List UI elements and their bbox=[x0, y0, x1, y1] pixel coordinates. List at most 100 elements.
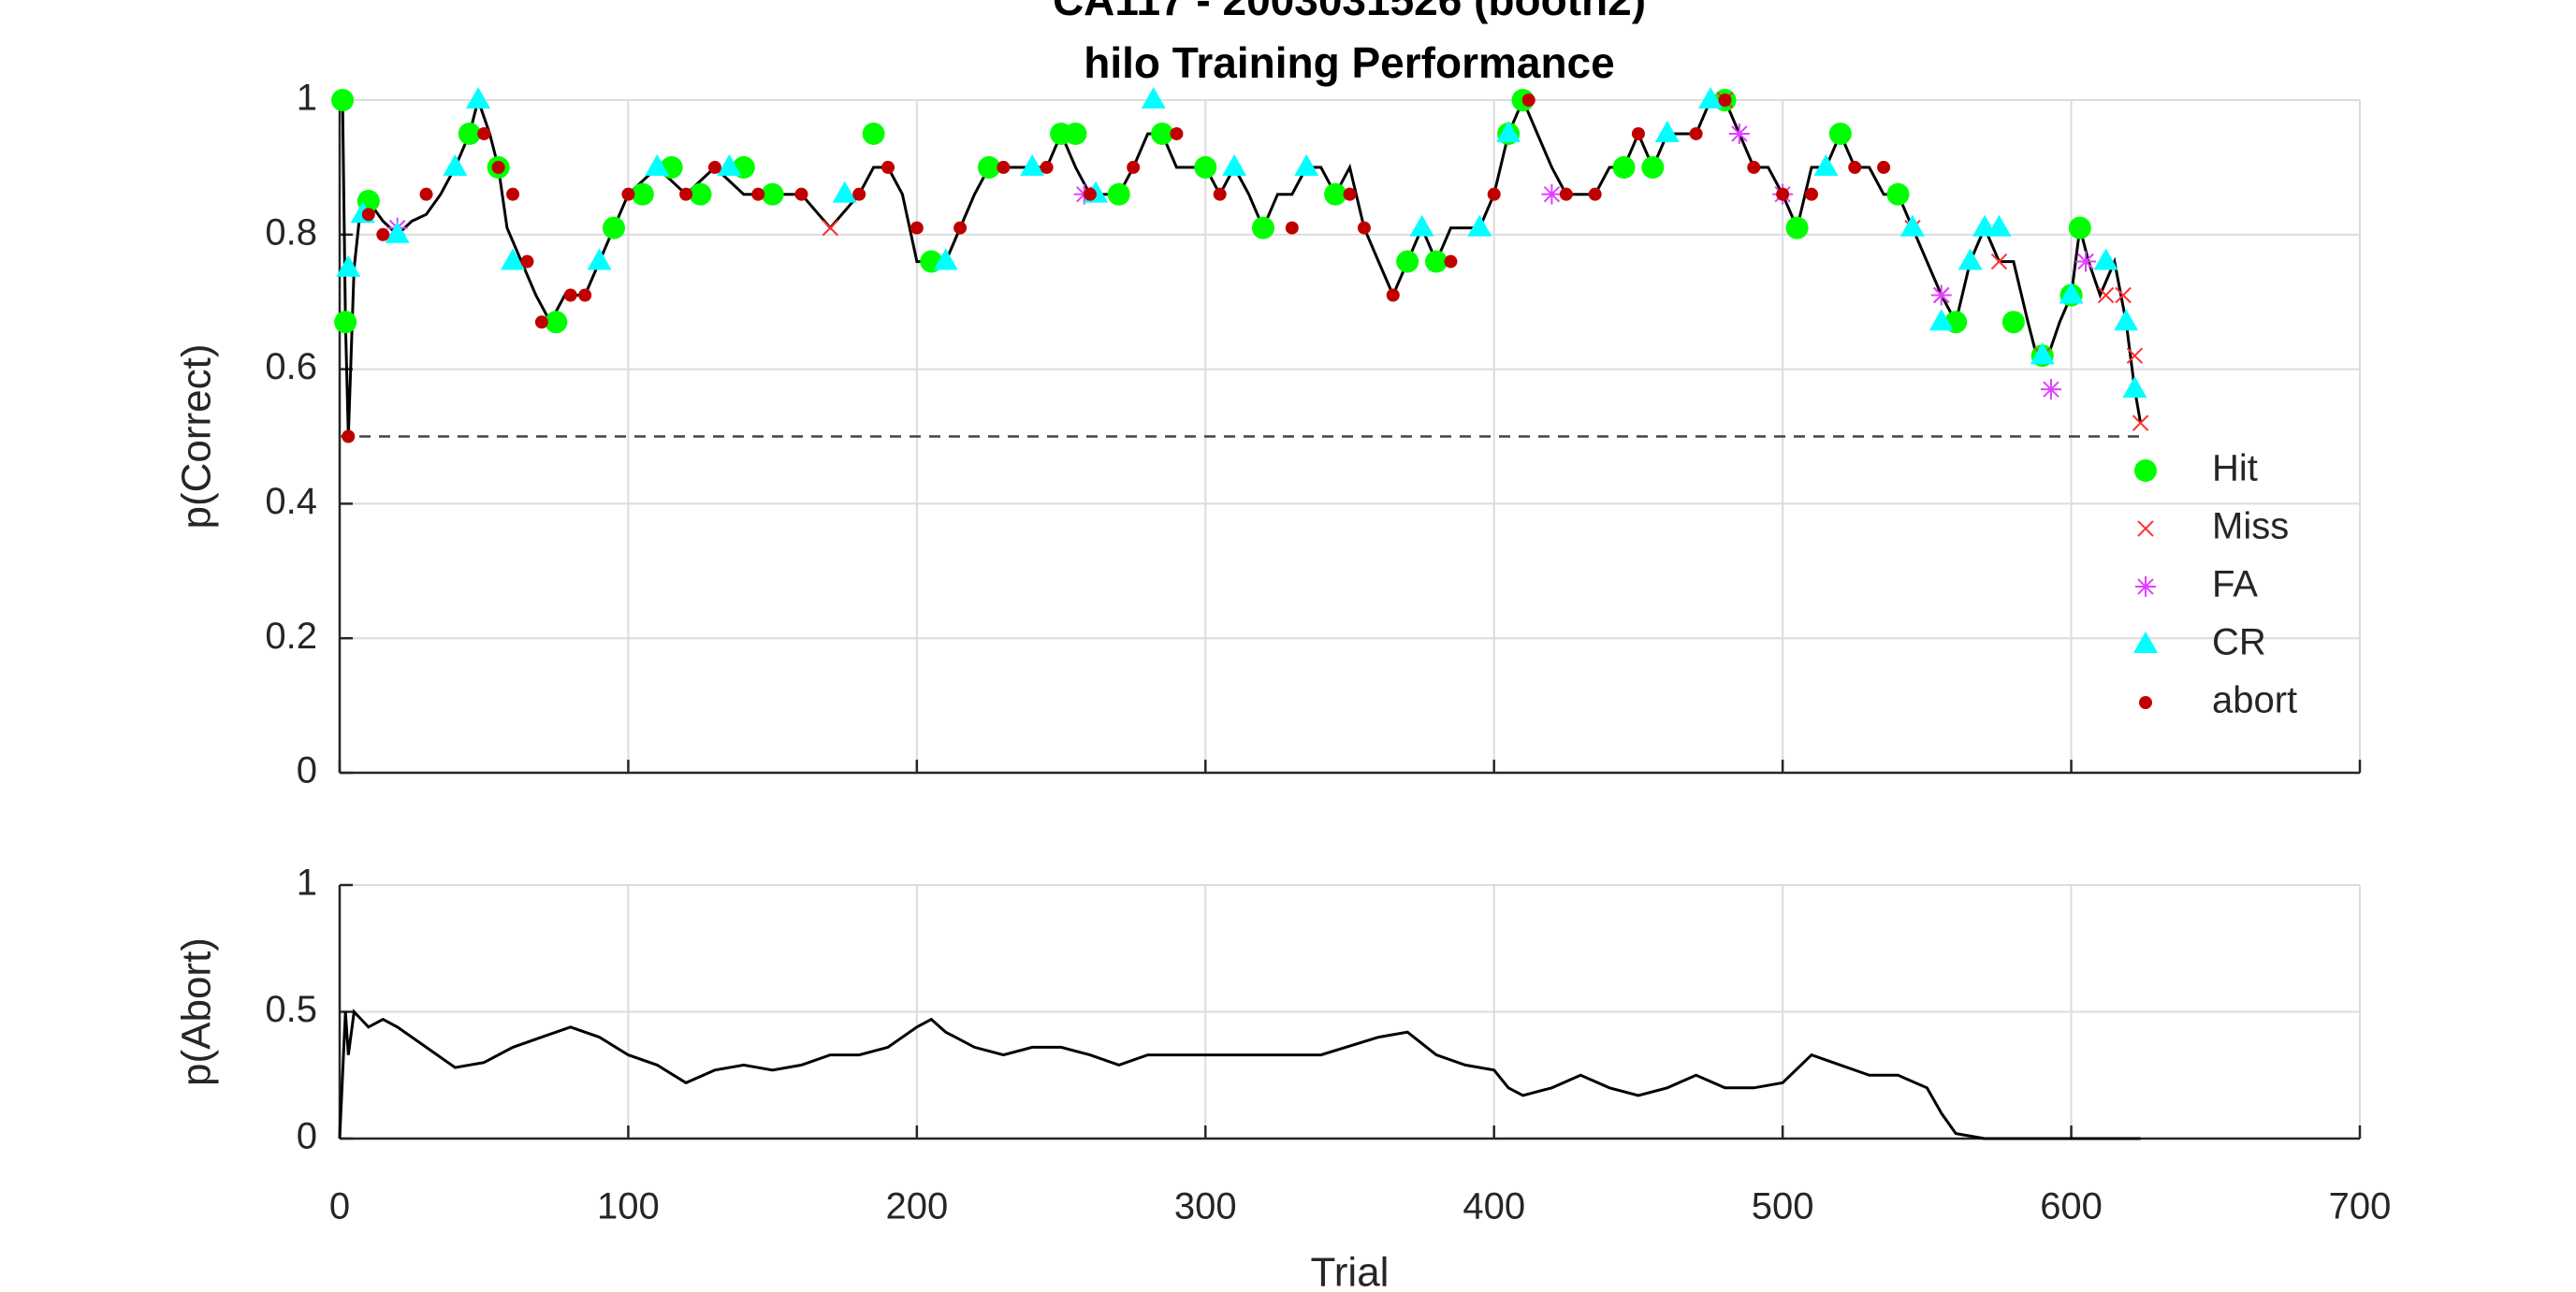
abort-marker bbox=[1631, 126, 1645, 140]
cr-marker bbox=[2059, 282, 2084, 304]
cr-marker bbox=[2093, 248, 2118, 270]
cr-marker bbox=[1222, 153, 1247, 176]
miss-marker bbox=[822, 219, 839, 237]
cr-marker bbox=[832, 181, 857, 203]
abort-marker bbox=[1083, 187, 1097, 201]
abort-marker bbox=[751, 187, 765, 201]
y-tick-label: 0 bbox=[297, 750, 317, 791]
abort-marker bbox=[1213, 187, 1227, 201]
cr-marker bbox=[1899, 214, 1925, 237]
abort-marker bbox=[1718, 94, 1732, 107]
hit-marker bbox=[1886, 182, 1910, 206]
abort-marker bbox=[2139, 696, 2152, 709]
abort-marker bbox=[578, 288, 592, 302]
y-axis-label: p(Correct) bbox=[174, 343, 220, 529]
abort-marker bbox=[910, 221, 924, 235]
cr-marker bbox=[466, 87, 491, 109]
chart-subtitle: hilo Training Performance bbox=[1084, 38, 1614, 87]
hit-marker bbox=[331, 89, 355, 111]
hit-marker bbox=[545, 311, 568, 334]
abort-line bbox=[338, 1009, 2141, 1140]
chart-title: CA117 - 2003031526 (booth2) bbox=[1053, 0, 1646, 24]
abort-marker bbox=[563, 288, 577, 302]
abort-marker bbox=[1877, 160, 1891, 174]
y-tick-label: 0.5 bbox=[265, 989, 317, 1030]
abort-marker bbox=[1588, 187, 1602, 201]
hit-marker bbox=[2134, 459, 2157, 482]
x-tick-label: 300 bbox=[1174, 1186, 1237, 1227]
legend-label: Hit bbox=[2212, 448, 2258, 489]
miss-marker bbox=[1990, 253, 2008, 270]
cr-marker bbox=[1654, 120, 1680, 142]
cr-marker bbox=[385, 221, 410, 243]
hit-marker bbox=[2068, 216, 2091, 240]
abort-marker bbox=[1521, 94, 1535, 107]
legend-label: Miss bbox=[2212, 506, 2289, 547]
cr-marker bbox=[336, 254, 361, 277]
cr-marker bbox=[1496, 120, 1521, 142]
hit-marker bbox=[1064, 122, 1087, 145]
cr-marker bbox=[1698, 87, 1724, 109]
x-tick-label: 200 bbox=[885, 1186, 948, 1227]
fa-marker bbox=[2040, 379, 2061, 400]
x-tick-label: 600 bbox=[2040, 1186, 2103, 1227]
miss-marker bbox=[2115, 286, 2132, 304]
abort-marker bbox=[534, 315, 548, 329]
hit-marker bbox=[977, 155, 1000, 179]
abort-marker bbox=[419, 187, 433, 201]
legend-label: CR bbox=[2212, 622, 2266, 663]
cr-marker bbox=[1928, 309, 1954, 331]
y-tick-label: 0.6 bbox=[265, 346, 317, 387]
fa-marker bbox=[1930, 284, 1952, 306]
abort-marker bbox=[1386, 288, 1400, 302]
miss-marker bbox=[2126, 347, 2144, 364]
y-tick-label: 1 bbox=[297, 863, 317, 904]
cr-marker bbox=[501, 248, 526, 270]
abort-marker bbox=[477, 126, 491, 140]
hit-marker bbox=[761, 182, 784, 206]
abort-marker bbox=[881, 160, 895, 174]
cr-marker bbox=[1957, 248, 1983, 270]
cr-marker bbox=[1020, 153, 1045, 176]
x-tick-label: 100 bbox=[597, 1186, 660, 1227]
abort-marker bbox=[953, 221, 968, 235]
cr-marker bbox=[1987, 214, 2012, 237]
cr-marker bbox=[1409, 214, 1434, 237]
hit-marker bbox=[334, 311, 357, 334]
abort-marker bbox=[1170, 126, 1184, 140]
hit-marker bbox=[1785, 216, 1809, 240]
cr-marker bbox=[717, 153, 742, 176]
abort-marker bbox=[1487, 187, 1501, 201]
y-axis-label: p(Abort) bbox=[174, 937, 220, 1086]
abort-marker bbox=[1804, 187, 1818, 201]
abort-marker bbox=[1343, 187, 1357, 201]
cr-marker bbox=[1467, 214, 1492, 237]
abort-marker bbox=[506, 187, 520, 201]
cr-marker bbox=[587, 248, 612, 270]
hit-marker bbox=[2001, 311, 2025, 334]
x-tick-label: 0 bbox=[329, 1186, 350, 1227]
abort-marker bbox=[1776, 187, 1790, 201]
abort-marker bbox=[621, 187, 635, 201]
hit-marker bbox=[1425, 250, 1448, 273]
hit-marker bbox=[603, 216, 626, 240]
fa-marker bbox=[1728, 123, 1750, 144]
x-tick-label: 400 bbox=[1463, 1186, 1525, 1227]
y-tick-label: 1 bbox=[297, 78, 317, 119]
abort-marker bbox=[1848, 160, 1862, 174]
x-tick-label: 500 bbox=[1752, 1186, 1814, 1227]
abort-marker bbox=[1689, 126, 1703, 140]
fa-marker bbox=[1541, 183, 1563, 205]
hit-marker bbox=[1612, 155, 1636, 179]
hit-marker bbox=[1828, 122, 1852, 145]
abort-marker bbox=[1127, 160, 1141, 174]
abort-marker bbox=[376, 227, 390, 241]
hit-marker bbox=[1251, 216, 1274, 240]
hit-marker bbox=[1194, 155, 1217, 179]
abort-marker bbox=[679, 187, 693, 201]
abort-marker bbox=[520, 254, 534, 269]
y-tick-label: 0 bbox=[297, 1116, 317, 1157]
abort-marker bbox=[491, 160, 505, 174]
abort-marker bbox=[1747, 160, 1761, 174]
